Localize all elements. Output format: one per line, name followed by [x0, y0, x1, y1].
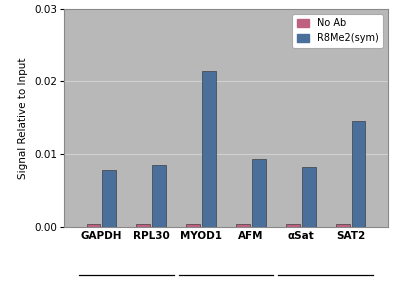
Bar	[252, 159, 266, 227]
Bar	[102, 170, 116, 227]
Bar	[152, 165, 166, 227]
Legend: No Ab, R8Me2(sym): No Ab, R8Me2(sym)	[292, 14, 383, 48]
Bar	[202, 71, 216, 227]
Bar	[286, 224, 300, 227]
Bar	[302, 166, 316, 227]
Bar	[352, 122, 366, 227]
Bar	[86, 224, 100, 227]
Bar	[236, 224, 250, 227]
Bar	[136, 224, 150, 227]
Bar	[186, 224, 200, 227]
Y-axis label: Signal Relative to Input: Signal Relative to Input	[18, 57, 28, 179]
Bar	[336, 224, 350, 227]
